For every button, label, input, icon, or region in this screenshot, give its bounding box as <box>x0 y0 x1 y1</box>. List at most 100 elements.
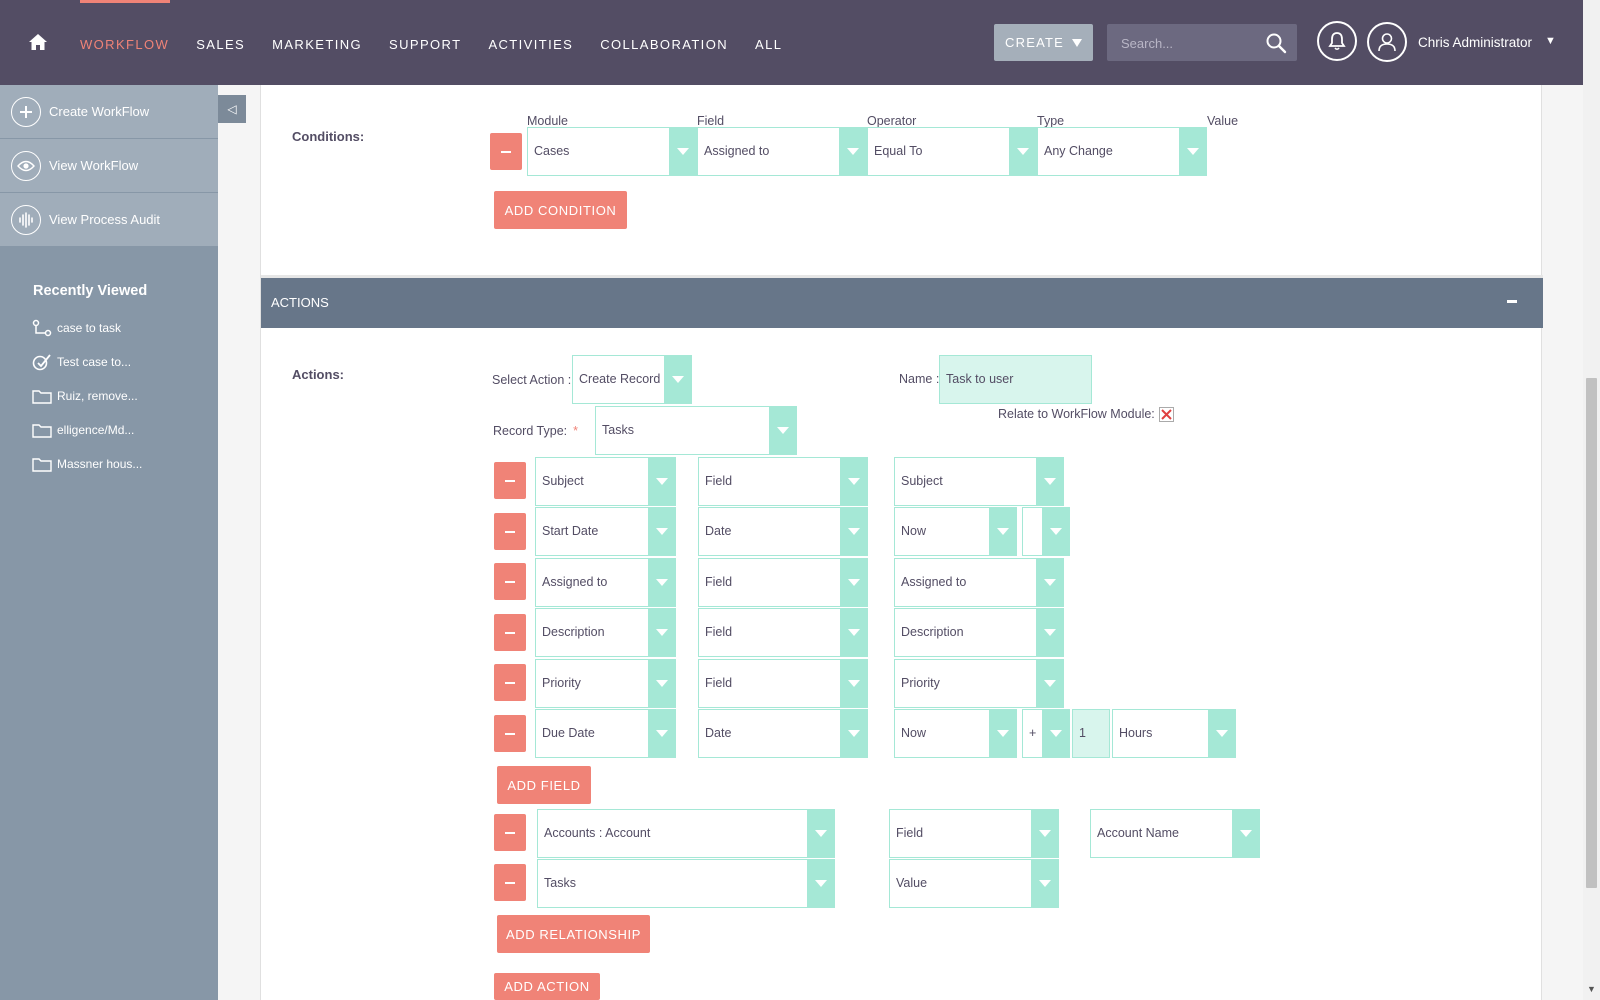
actions-section-header[interactable]: ACTIONS <box>261 278 1543 328</box>
plus-circle-icon <box>11 96 41 127</box>
field-type-select[interactable]: Field <box>698 659 868 708</box>
recent-item[interactable]: case to task <box>0 311 218 345</box>
field-value-select[interactable]: Description <box>894 608 1064 657</box>
relationship-type-select[interactable]: Field <box>889 809 1059 858</box>
field-value-select[interactable]: Now <box>894 507 1017 556</box>
field-name-select[interactable]: Subject <box>535 457 676 506</box>
remove-field-button[interactable] <box>494 614 526 651</box>
remove-field-button[interactable] <box>494 513 526 550</box>
nav-workflow[interactable]: WORKFLOW <box>80 37 170 52</box>
date-operator-select[interactable] <box>1022 507 1070 556</box>
sidebar-action-view-process-audit[interactable]: View Process Audit <box>0 193 218 247</box>
date-operator-select[interactable]: + <box>1022 709 1070 758</box>
record-type-select[interactable]: Tasks <box>595 406 797 455</box>
dropdown-arrow-icon <box>840 609 867 656</box>
sidebar-action-view-workflow[interactable]: View WorkFlow <box>0 139 218 193</box>
remove-field-button[interactable] <box>494 563 526 600</box>
select-action-label: Select Action : <box>492 373 572 387</box>
dropdown-arrow-icon <box>840 710 867 757</box>
recent-item[interactable]: Test case to... <box>0 345 218 379</box>
field-value-select[interactable]: Subject <box>894 457 1064 506</box>
field-type-select[interactable]: Field <box>698 608 868 657</box>
main-menu: WORKFLOW SALES MARKETING SUPPORT ACTIVIT… <box>80 37 809 52</box>
condition-module-select[interactable]: Cases <box>527 127 697 176</box>
search-icon[interactable] <box>1265 32 1287 54</box>
action-name-input[interactable]: Task to user <box>939 355 1092 404</box>
field-type-select[interactable]: Date <box>698 507 868 556</box>
add-field-button[interactable]: ADD FIELD <box>497 766 591 804</box>
add-action-button[interactable]: ADD ACTION <box>494 973 600 1000</box>
user-menu-caret-icon[interactable]: ▼ <box>1545 35 1556 47</box>
field-type-select[interactable]: Date <box>698 709 868 758</box>
search-input[interactable] <box>1121 33 1261 53</box>
dropdown-arrow-icon <box>807 810 834 857</box>
relate-workflow-checkbox[interactable] <box>1159 407 1174 422</box>
nav-collaboration[interactable]: COLLABORATION <box>600 37 728 52</box>
sidebar-action-label: View Process Audit <box>49 212 161 227</box>
add-relationship-button[interactable]: ADD RELATIONSHIP <box>497 915 650 953</box>
remove-relationship-button[interactable] <box>494 814 526 851</box>
sidebar-action-create-workflow[interactable]: Create WorkFlow <box>0 85 218 139</box>
user-avatar[interactable] <box>1367 22 1407 62</box>
field-value-select[interactable]: Now <box>894 709 1017 758</box>
dropdown-arrow-icon <box>664 356 691 403</box>
relationship-value-select[interactable]: Account Name <box>1090 809 1260 858</box>
dropdown-arrow-icon <box>840 660 867 707</box>
condition-operator-select[interactable]: Equal To <box>867 127 1037 176</box>
collapse-minus-icon[interactable] <box>1507 300 1517 303</box>
remove-relationship-button[interactable] <box>494 864 526 901</box>
dropdown-arrow-icon <box>840 458 867 505</box>
sidebar-collapse-button[interactable]: ◁ <box>218 95 246 123</box>
dropdown-arrow-icon <box>648 559 675 606</box>
sidebar-action-label: View WorkFlow <box>49 158 139 173</box>
field-name-select[interactable]: Assigned to <box>535 558 676 607</box>
dropdown-arrow-icon <box>1036 660 1063 707</box>
nav-support[interactable]: SUPPORT <box>389 37 462 52</box>
recent-item-label: case to task <box>57 321 122 335</box>
date-amount-input[interactable]: 1 <box>1072 709 1110 758</box>
dropdown-arrow-icon <box>1042 710 1069 757</box>
condition-type-select[interactable]: Any Change <box>1037 127 1207 176</box>
nav-all[interactable]: ALL <box>755 37 783 52</box>
eye-icon <box>11 150 41 181</box>
recently-viewed-list: case to task Test case to... Ruiz, remov… <box>0 311 218 481</box>
dropdown-arrow-icon <box>648 710 675 757</box>
home-icon[interactable] <box>28 32 48 52</box>
dropdown-arrow-icon <box>1179 128 1206 175</box>
scrollbar-thumb[interactable] <box>1586 378 1597 888</box>
remove-condition-button[interactable] <box>490 133 522 170</box>
user-name[interactable]: Chris Administrator <box>1418 35 1533 50</box>
remove-field-button[interactable] <box>494 664 526 701</box>
page-scrollbar[interactable]: ▼ <box>1583 0 1600 1000</box>
remove-field-button[interactable] <box>494 462 526 499</box>
nav-activities[interactable]: ACTIVITIES <box>488 37 574 52</box>
scroll-down-arrow-icon[interactable]: ▼ <box>1587 984 1596 994</box>
notifications-button[interactable] <box>1317 21 1357 61</box>
add-condition-button[interactable]: ADD CONDITION <box>494 191 627 229</box>
field-value-select[interactable]: Priority <box>894 659 1064 708</box>
relationship-module-select[interactable]: Accounts : Account <box>537 809 835 858</box>
nav-sales[interactable]: SALES <box>196 37 246 52</box>
conditions-label: Conditions: <box>292 129 365 144</box>
recent-item[interactable]: Ruiz, remove... <box>0 379 218 413</box>
field-name-select[interactable]: Due Date <box>535 709 676 758</box>
condition-field-select[interactable]: Assigned to <box>697 127 867 176</box>
field-type-select[interactable]: Field <box>698 558 868 607</box>
remove-field-button[interactable] <box>494 715 526 752</box>
create-button[interactable]: CREATE <box>994 24 1093 61</box>
search-box <box>1107 24 1297 61</box>
field-name-select[interactable]: Priority <box>535 659 676 708</box>
recent-item[interactable]: Massner hous... <box>0 447 218 481</box>
recent-item[interactable]: elligence/Md... <box>0 413 218 447</box>
close-x-icon <box>1161 409 1172 420</box>
relationship-module-select[interactable]: Tasks <box>537 859 835 908</box>
field-value-select[interactable]: Assigned to <box>894 558 1064 607</box>
nav-marketing[interactable]: MARKETING <box>272 37 363 52</box>
date-unit-select[interactable]: Hours <box>1112 709 1236 758</box>
relationship-type-select[interactable]: Value <box>889 859 1059 908</box>
folder-icon <box>32 390 52 404</box>
field-name-select[interactable]: Start Date <box>535 507 676 556</box>
select-action-dropdown[interactable]: Create Record <box>572 355 692 404</box>
field-name-select[interactable]: Description <box>535 608 676 657</box>
field-type-select[interactable]: Field <box>698 457 868 506</box>
